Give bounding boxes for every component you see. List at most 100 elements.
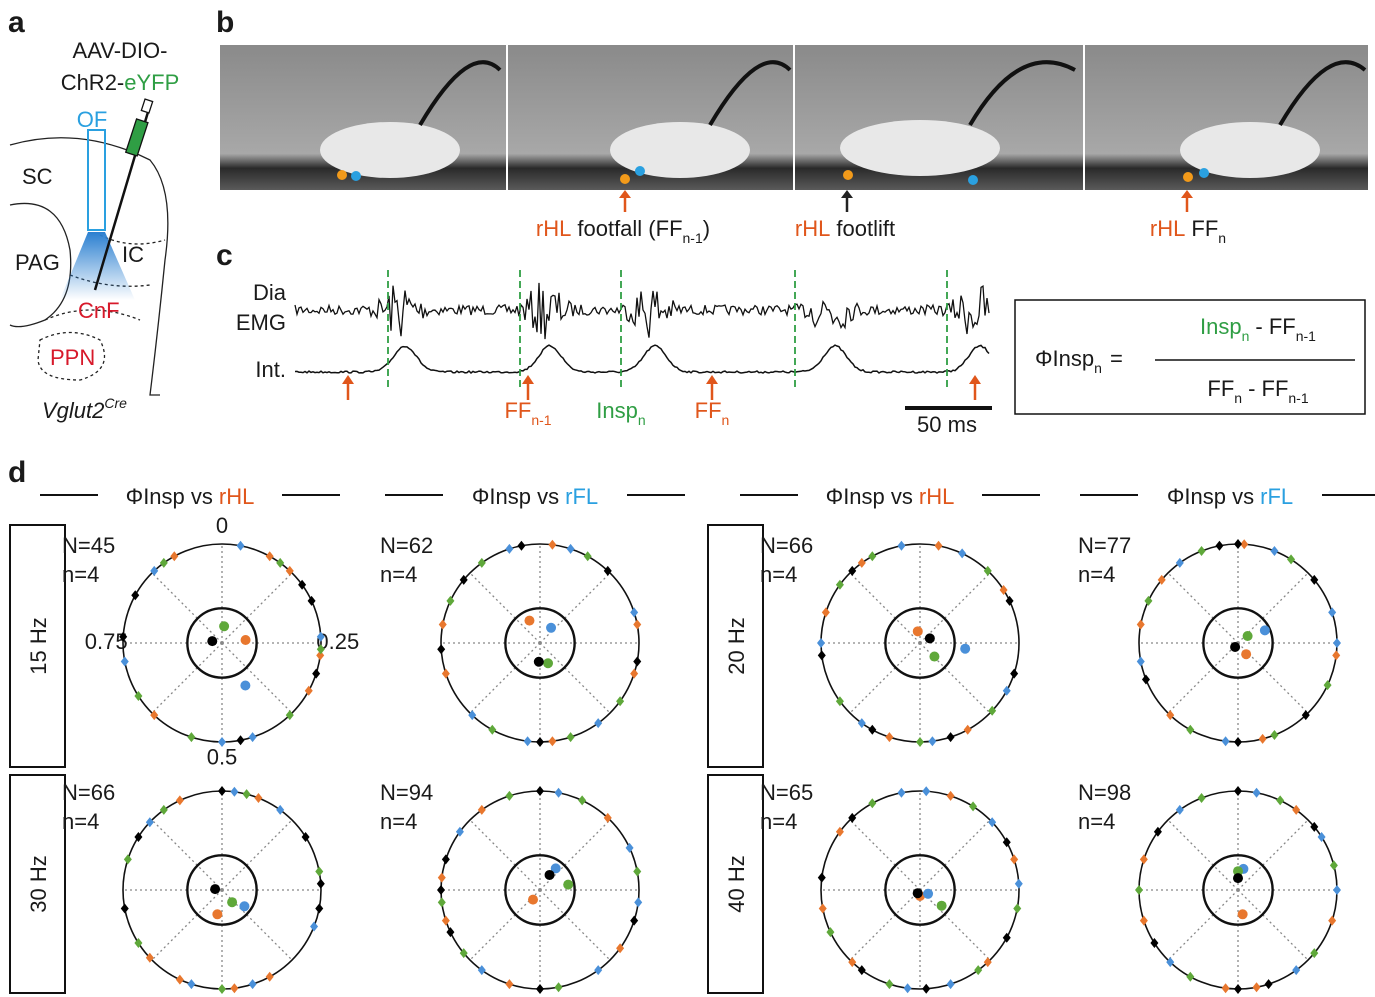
mean-vector bbox=[929, 651, 940, 662]
event-phase bbox=[616, 696, 625, 707]
spoke bbox=[919, 889, 991, 961]
trace-label: EMG bbox=[236, 310, 286, 335]
mean-vector bbox=[533, 656, 544, 667]
event-phase bbox=[1234, 984, 1242, 994]
event-phase bbox=[826, 927, 835, 938]
header-target: rHL bbox=[219, 484, 254, 509]
event-phase bbox=[437, 644, 446, 655]
header-target: rFL bbox=[1260, 484, 1293, 509]
inner-circle bbox=[504, 854, 576, 926]
trace-label: Int. bbox=[255, 357, 286, 382]
panel-label: d bbox=[8, 456, 26, 489]
event-phase bbox=[218, 786, 226, 796]
event-phase bbox=[1310, 948, 1319, 959]
event-phase bbox=[298, 579, 307, 590]
term: - FF bbox=[1248, 376, 1288, 401]
footfall-arrow bbox=[706, 375, 718, 384]
event-caption: rHL FFn bbox=[1150, 216, 1226, 246]
event-phase bbox=[1166, 710, 1175, 721]
event-phase bbox=[988, 705, 997, 716]
event-phase bbox=[922, 786, 931, 797]
trace-label: Dia bbox=[253, 280, 287, 305]
event-phase bbox=[1002, 685, 1011, 696]
subscript: n bbox=[1234, 390, 1242, 406]
event-phase bbox=[145, 952, 154, 963]
event-phase bbox=[818, 903, 827, 914]
inner-circle bbox=[186, 607, 258, 679]
event-phase bbox=[236, 735, 245, 746]
event-phase bbox=[554, 787, 563, 798]
header-target: rFL bbox=[565, 484, 598, 509]
term: Insp bbox=[1200, 314, 1242, 339]
region-label: CnF bbox=[78, 298, 120, 323]
event-phase bbox=[566, 732, 575, 743]
event-phase bbox=[276, 804, 285, 815]
event-phase bbox=[150, 710, 159, 721]
event-phase bbox=[817, 638, 825, 648]
region-label: PAG bbox=[15, 250, 60, 275]
event-phase bbox=[316, 650, 325, 661]
event-phase bbox=[999, 584, 1008, 595]
event-phase bbox=[1010, 668, 1019, 679]
event-phase bbox=[630, 668, 639, 679]
event-phase bbox=[1135, 885, 1143, 895]
event-phase bbox=[817, 650, 826, 661]
event-phase bbox=[1317, 831, 1326, 842]
event-phase bbox=[1221, 736, 1230, 747]
event-phase bbox=[548, 736, 557, 747]
event-phase bbox=[848, 812, 857, 823]
sample-count: N=94 bbox=[380, 780, 433, 805]
header-text: ΦInsp vs bbox=[1167, 484, 1254, 509]
mean-vector bbox=[550, 863, 561, 874]
mean-vector bbox=[546, 622, 557, 633]
event-phase bbox=[145, 817, 154, 828]
event-phase bbox=[903, 983, 912, 994]
event-phase bbox=[437, 885, 445, 895]
event-phase bbox=[630, 607, 639, 618]
spoke bbox=[539, 889, 611, 961]
event-phase bbox=[848, 565, 857, 576]
event-phase bbox=[134, 831, 143, 842]
term: FF bbox=[1207, 376, 1234, 401]
event-phase bbox=[1186, 724, 1195, 735]
spoke bbox=[1167, 889, 1239, 961]
spoke bbox=[221, 819, 293, 891]
event-phase bbox=[633, 656, 642, 667]
genotype-sup: Cre bbox=[104, 395, 127, 411]
event-phase bbox=[230, 983, 239, 994]
numerator: Inspn - FFn-1 bbox=[1200, 314, 1316, 344]
plot-header: ΦInsp vs rHL bbox=[126, 484, 255, 509]
event: ) bbox=[703, 216, 710, 241]
mean-vector bbox=[1259, 625, 1270, 636]
event-phase bbox=[1150, 938, 1159, 949]
event-phase bbox=[1136, 656, 1145, 667]
event-phase bbox=[441, 915, 450, 926]
event-phase bbox=[583, 551, 592, 562]
event-phase bbox=[1287, 554, 1296, 565]
event-phase bbox=[1139, 915, 1148, 926]
event-phase bbox=[1139, 854, 1148, 865]
spoke bbox=[1237, 819, 1309, 891]
event-phase bbox=[242, 789, 251, 800]
event-phase bbox=[236, 540, 245, 551]
event-phase bbox=[835, 579, 844, 590]
event-phase bbox=[1166, 957, 1175, 968]
footfall-arrow bbox=[522, 375, 534, 384]
mean-vector bbox=[227, 897, 238, 908]
region-label: SC bbox=[22, 164, 53, 189]
formula-box bbox=[1014, 299, 1366, 415]
spoke bbox=[1237, 572, 1309, 644]
mean-vector bbox=[1237, 909, 1248, 920]
event-phase bbox=[946, 790, 955, 801]
emg-trace bbox=[294, 282, 990, 340]
plot-header: ΦInsp vs rFL bbox=[472, 484, 598, 509]
event-phase bbox=[857, 965, 866, 976]
header-text: ΦInsp vs bbox=[826, 484, 913, 509]
mean-vector bbox=[239, 901, 250, 912]
marker-label: Inspn bbox=[596, 398, 645, 428]
header-text: ΦInsp vs bbox=[472, 484, 559, 509]
equals: = bbox=[1110, 346, 1123, 371]
event-phase bbox=[1010, 854, 1019, 865]
event-phase bbox=[946, 732, 955, 743]
inner-circle bbox=[504, 607, 576, 679]
